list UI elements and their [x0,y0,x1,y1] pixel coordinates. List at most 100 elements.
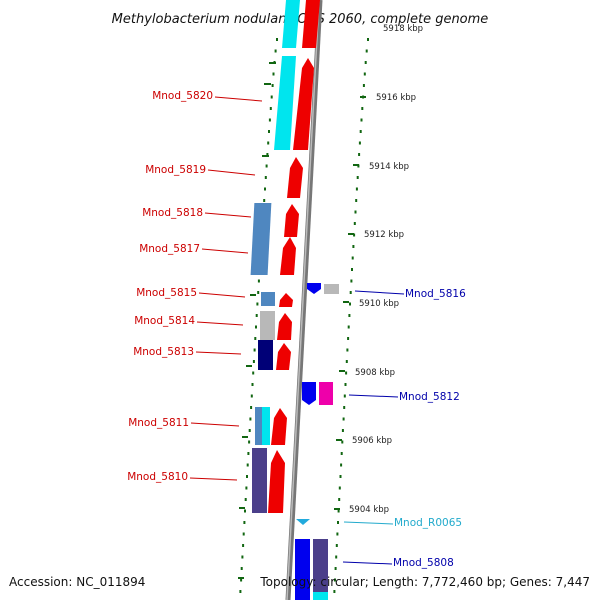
scale-dot [337,521,339,524]
scale-dot [339,475,342,478]
gene-arrow [276,343,291,370]
gene-label-mnod-5816[interactable]: Mnod_5816 [405,288,466,300]
gene-label-mnod-5817[interactable]: Mnod_5817 [139,243,200,255]
scale-dot [334,567,337,570]
scale-dot [241,555,244,559]
scale-dot [333,590,336,593]
gene-label-mnod-5819[interactable]: Mnod_5819 [145,164,206,176]
tick-label: 5912 kbp [364,230,404,240]
scale-dot [268,118,271,122]
scale-dot [253,348,256,352]
tick-label: 5910 kbp [359,299,399,309]
scale-dot [353,222,356,225]
gene-label-mnod-5811[interactable]: Mnod_5811 [128,417,189,429]
scale-dot [245,486,248,490]
scale-dot [334,578,336,582]
scale-dot [342,417,345,421]
scale-dot [264,176,267,179]
scale-dot [337,509,340,513]
scale-dot [349,302,351,306]
scale-dot [254,337,257,340]
scale-dot [347,337,350,340]
scale-dot [364,61,367,64]
scale-dot [264,187,266,191]
scale-dot [244,498,247,501]
gene-arrow [307,283,321,294]
scale-dot [345,360,348,363]
gene-label-mnod-5814[interactable]: Mnod_5814 [134,315,195,327]
gene-label-mnod-r0065[interactable]: Mnod_R0065 [394,517,462,529]
gene-block [313,592,328,600]
scale-dot [362,84,365,87]
tick-label: 5916 kbp [376,93,416,103]
scale-dot [355,199,358,202]
scale-dot [349,291,352,294]
scale-dot [271,84,274,87]
scale-dot [348,314,351,317]
forward-genes [250,0,320,513]
scale-dot [358,141,361,145]
gene-arrow [271,408,287,445]
gene-label-mnod-5818[interactable]: Mnod_5818 [142,207,203,219]
scale-dot [257,279,260,283]
scale-dot [336,532,339,536]
scale-dot [338,498,341,501]
scale-dot [354,210,357,214]
scale-dot [356,176,359,179]
reverse-genes [295,283,339,600]
gene-label-mnod-5808[interactable]: Mnod_5808 [393,557,454,569]
scale-dot [345,371,348,375]
scale-dot [343,394,346,398]
scale-dot [341,440,344,444]
scale-dot [269,107,272,110]
scale-dot [352,245,355,248]
gene-block [313,539,328,600]
gene-arrow [277,313,292,340]
gene-label-mnod-5815[interactable]: Mnod_5815 [136,287,197,299]
rna-gene-arrow [296,519,310,525]
tick-label: 5908 kbp [355,368,395,378]
scale-dot [256,302,259,306]
gene-label-mnod-5813[interactable]: Mnod_5813 [133,346,194,358]
scale-dot [361,107,364,110]
gene-block [324,284,339,294]
scale-dot [255,325,257,329]
scale-dot [343,406,346,409]
scale-dot [346,348,349,352]
scale-dot [248,440,251,444]
gene-label-mnod-5812[interactable]: Mnod_5812 [399,391,460,403]
scale-dot [248,429,251,432]
scale-dot [252,371,255,375]
scale-dot [242,532,245,536]
scale-dot [251,383,254,386]
scale-dot [257,291,260,294]
scale-dot [243,521,246,524]
scale-dot [344,383,347,386]
genome-backbone [285,0,323,600]
tick-label: 5914 kbp [369,162,409,172]
scale-dot [255,314,258,317]
scale-dot [247,452,250,455]
scale-dot [335,555,338,559]
gene-label-mnod-5820[interactable]: Mnod_5820 [152,90,213,102]
gene-arrow [279,293,293,307]
scale-dot [358,153,361,156]
gene-block [258,340,273,370]
gene-arrow [284,204,299,237]
scale-dot [267,141,270,145]
gene-arrow [280,237,296,275]
scale-dot [272,72,275,76]
scale-dot [347,325,350,329]
scale-dot [250,406,253,409]
map-title: Methylobacterium nodulans ORS 2060, comp… [112,12,489,27]
gene-arrow [302,382,316,405]
scale-dot [240,578,243,582]
gene-block [250,203,272,275]
scale-dot [350,279,353,283]
gene-block [262,407,270,445]
gene-label-mnod-5810[interactable]: Mnod_5810 [127,471,188,483]
scale-dot [250,394,253,398]
tick-label: 5906 kbp [352,436,392,446]
scale-dot [353,233,356,237]
